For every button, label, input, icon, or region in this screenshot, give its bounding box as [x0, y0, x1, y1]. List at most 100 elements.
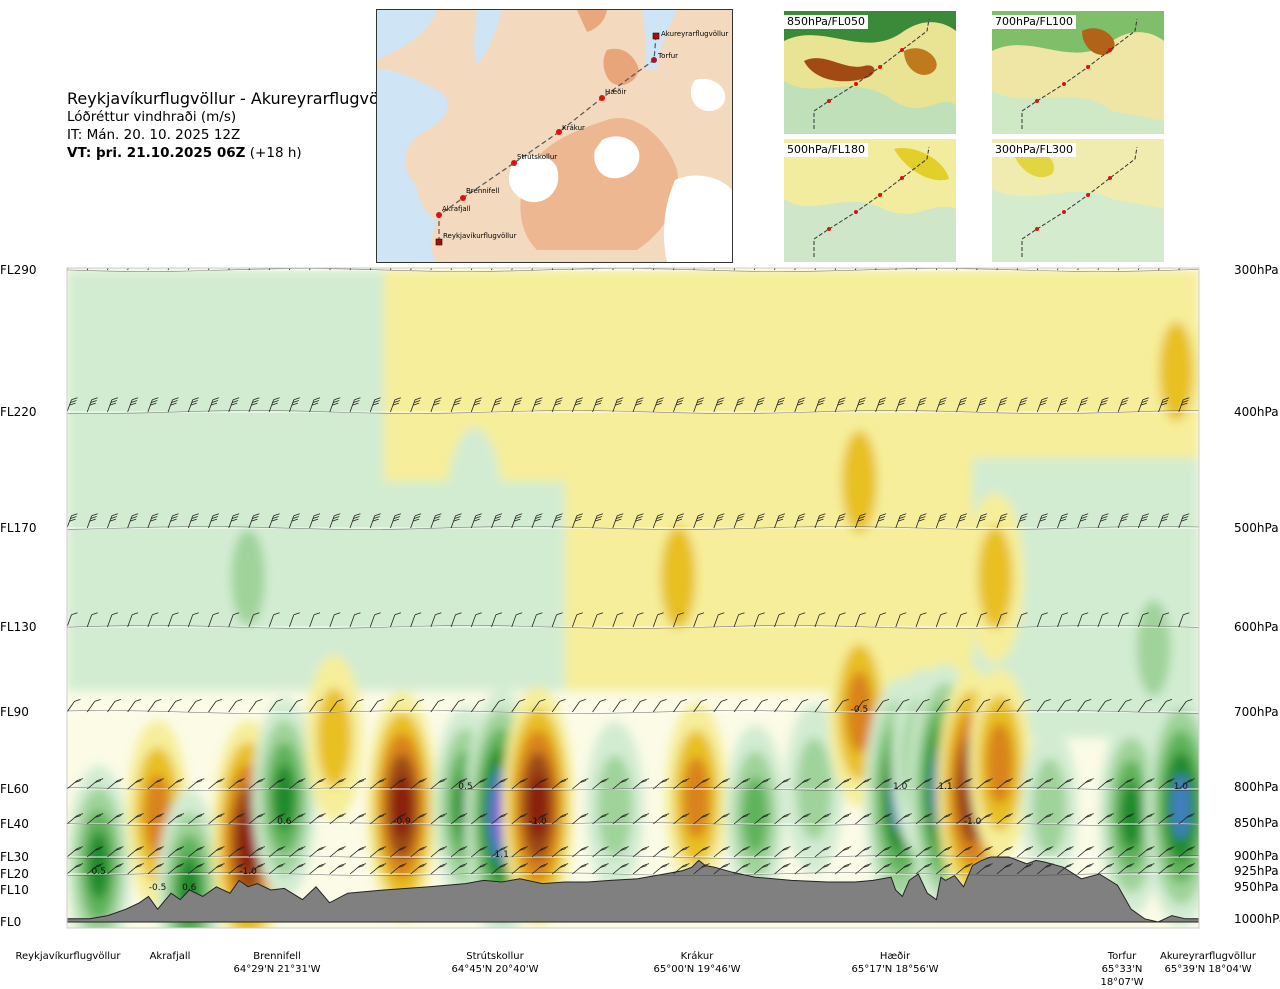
contour-label: 1.0 — [893, 782, 908, 792]
contour-label: -1.0 — [964, 817, 982, 827]
contour-label: 1.1 — [938, 782, 952, 792]
pressure-axis-label: 850hPa — [1234, 816, 1279, 830]
location-coord: 64°29'N 21°31'W — [217, 963, 337, 976]
vertical-velocity-cell — [986, 723, 1013, 804]
contour-label: 1.1 — [495, 850, 509, 860]
thumb-label-300: 300hPa/FL300 — [992, 143, 1076, 157]
vertical-velocity-cell — [1159, 322, 1193, 421]
location-name: Akrafjall — [140, 950, 200, 963]
map-label-akureyri: Akureyrarflugvöllur — [661, 30, 728, 38]
thumb-500hpa[interactable]: 500hPa/FL180 — [784, 139, 956, 262]
fl-axis-label: FL170 — [0, 521, 37, 535]
fl-axis-label: FL220 — [0, 405, 37, 419]
map-label-torfur: Torfur — [657, 52, 678, 60]
wind-barb — [1199, 613, 1209, 627]
map-label-strutskollur: Strútskollur — [517, 153, 557, 161]
contour-label: 0.6 — [182, 883, 197, 893]
map-label-krakur: Krákur — [562, 124, 585, 132]
cross-section-chart: 0.5 -0.5 0.6 -1.0 0.6 -0.9 0.5 1.1 -1.0 -0.5 1.0 1.… — [0, 260, 1280, 940]
vertical-velocity-cell — [978, 527, 1013, 629]
thumb-label-850: 850hPa/FL050 — [784, 15, 868, 29]
fl-axis-label: FL290 — [0, 263, 37, 277]
pressure-axis-label: 700hPa — [1234, 705, 1279, 719]
vertical-velocity-cell — [231, 530, 265, 626]
vertical-velocity-cell — [317, 688, 351, 787]
wind-barb — [1199, 814, 1215, 824]
location-name: Brennifell — [217, 950, 337, 963]
map-label-brennifell: Brennifell — [466, 187, 499, 195]
lead-time: (+18 h) — [250, 145, 302, 161]
contour-label: -1.0 — [239, 867, 257, 877]
thumb-700hpa[interactable]: 700hPa/FL100 — [992, 11, 1164, 134]
chart-title: Reykjavíkurflugvöllur - Akureyrarflugvöl… — [67, 90, 404, 108]
location-name: Reykjavíkurflugvöllur — [13, 950, 123, 963]
vertical-velocity-cell — [683, 757, 710, 838]
route-map: Akureyrarflugvöllur Torfur Hæðir Krákur … — [376, 9, 733, 263]
variable-label: Lóðréttur vindhraði (m/s) — [67, 108, 404, 126]
fl-axis-label: FL10 — [0, 883, 29, 897]
fl-axis-label: FL30 — [0, 850, 29, 864]
wind-barb — [1199, 864, 1215, 874]
location-coord: 64°45'N 20°40'W — [445, 963, 545, 976]
location-coord: 65°33'N 18°07'W — [1092, 963, 1152, 989]
map-label-reykjavik: Reykjavíkurflugvöllur — [443, 232, 517, 240]
wind-barb — [1199, 779, 1215, 789]
thumb-label-500: 500hPa/FL180 — [784, 143, 868, 157]
pressure-axis-label: 300hPa — [1234, 263, 1279, 277]
chart-header: Reykjavíkurflugvöllur - Akureyrarflugvöl… — [67, 90, 404, 162]
location-name: Krákur — [647, 950, 747, 963]
fl-axis-label: FL20 — [0, 867, 29, 881]
contour-label: 1.0 — [1174, 782, 1189, 792]
pressure-axis-label: 500hPa — [1234, 521, 1279, 535]
location-name: Torfur — [1092, 950, 1152, 963]
pressure-axis-label: 400hPa — [1234, 405, 1279, 419]
map-label-haedir: Hæðir — [605, 88, 626, 96]
location-label: Reykjavíkurflugvöllur — [13, 950, 123, 963]
wind-barb — [1199, 699, 1212, 712]
pressure-axis-label: 900hPa — [1234, 849, 1279, 863]
route-map-svg: Akureyrarflugvöllur Torfur Hæðir Krákur … — [377, 10, 732, 262]
vertical-velocity-cell — [1033, 759, 1067, 855]
location-coord: 65°39'N 18°04'W — [1148, 963, 1268, 976]
vertical-velocity-cell — [447, 427, 502, 582]
thumb-300hpa[interactable]: 300hPa/FL300 — [992, 139, 1164, 262]
fl-axis-label: FL40 — [0, 817, 29, 831]
vertical-velocity-cell — [661, 527, 696, 629]
contour-label: -0.5 — [851, 705, 869, 715]
wind-barb — [1199, 847, 1215, 857]
contour-label: -1.0 — [529, 817, 547, 827]
pressure-axis-label: 950hPa — [1234, 880, 1279, 894]
location-name: Strútskollur — [445, 950, 545, 963]
contour-label: 0.5 — [92, 867, 106, 877]
contour-label: 0.6 — [277, 817, 292, 827]
pressure-axis-label: 800hPa — [1234, 780, 1279, 794]
fl-axis-label: FL90 — [0, 705, 29, 719]
location-label: Akrafjall — [140, 950, 200, 963]
thumb-850hpa[interactable]: 850hPa/FL050 — [784, 11, 956, 134]
valid-time: VT: þri. 21.10.2025 06Z — [67, 145, 245, 161]
fl-axis-label: FL130 — [0, 620, 37, 634]
init-time: IT: Mán. 20. 10. 2025 12Z — [67, 126, 404, 144]
valid-time-line: VT: þri. 21.10.2025 06Z (+18 h) — [67, 144, 404, 162]
fl-axis-label: FL60 — [0, 782, 29, 796]
contour-label: -0.5 — [149, 883, 167, 893]
wind-barb — [1199, 398, 1209, 412]
vertical-velocity-cell — [1137, 600, 1171, 696]
contour-label: -0.9 — [393, 817, 411, 827]
vertical-velocity-cell — [597, 756, 632, 858]
location-name: Akureyrarflugvöllur — [1148, 950, 1268, 963]
map-label-akrafjall: Akrafjall — [442, 205, 471, 213]
contour-label: 0.5 — [458, 782, 472, 792]
location-coord: 65°17'N 18°56'W — [845, 963, 945, 976]
pressure-axis-label: 1000hPa — [1234, 912, 1280, 926]
thumb-label-700: 700hPa/FL100 — [992, 15, 1076, 29]
location-coord: 65°00'N 19°46'W — [647, 963, 747, 976]
pressure-axis-label: 600hPa — [1234, 620, 1279, 634]
wind-barb — [1199, 514, 1209, 528]
